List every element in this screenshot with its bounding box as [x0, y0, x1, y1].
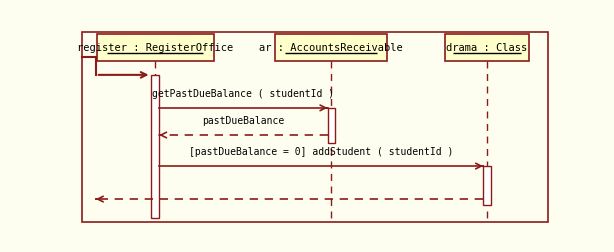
Bar: [445, 34, 529, 61]
Text: drama : Class: drama : Class: [446, 43, 527, 53]
Bar: [97, 34, 214, 61]
Bar: [276, 34, 387, 61]
Text: register : RegisterOffice: register : RegisterOffice: [77, 43, 233, 53]
Text: pastDueBalance: pastDueBalance: [202, 116, 284, 126]
Bar: [327, 108, 335, 143]
Text: [pastDueBalance = 0] addStudent ( studentId ): [pastDueBalance = 0] addStudent ( studen…: [189, 147, 453, 157]
Text: ar : AccountsReceivable: ar : AccountsReceivable: [260, 43, 403, 53]
Bar: [483, 166, 491, 205]
Bar: [152, 75, 159, 218]
Text: getPastDueBalance ( studentId ): getPastDueBalance ( studentId ): [152, 89, 335, 99]
